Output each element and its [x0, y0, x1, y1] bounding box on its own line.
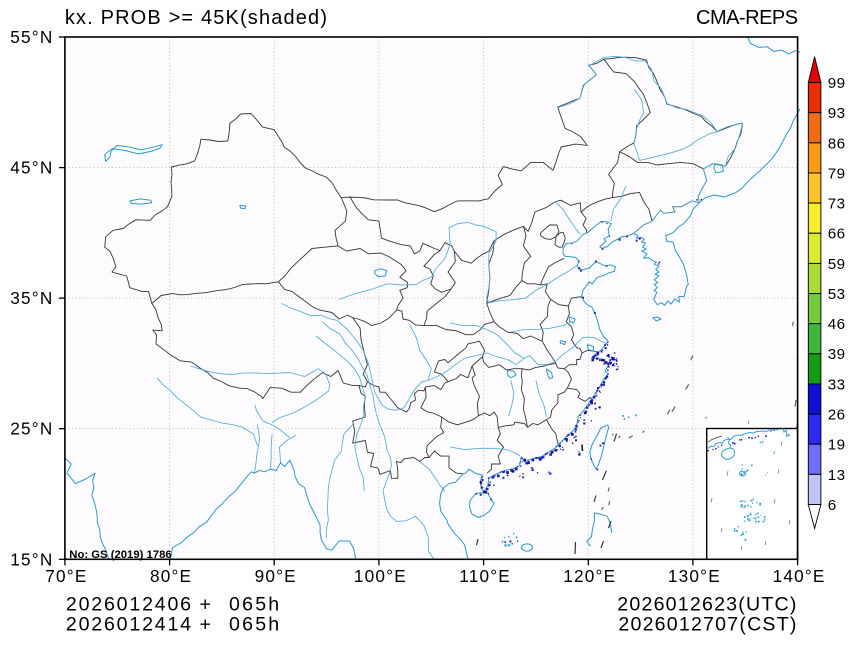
- svg-text:80°E: 80°E: [150, 566, 192, 586]
- svg-text:No: GS (2019) 1786: No: GS (2019) 1786: [69, 549, 171, 561]
- svg-text:2026012414: 2026012414: [66, 614, 193, 636]
- svg-text:kx. PROB >= 45K(shaded): kx. PROB >= 45K(shaded): [65, 7, 328, 29]
- svg-text:59: 59: [828, 256, 846, 273]
- svg-text:26: 26: [828, 407, 846, 424]
- svg-text:46: 46: [828, 316, 846, 333]
- svg-text:2026012707(CST): 2026012707(CST): [618, 614, 797, 636]
- svg-text:55°N: 55°N: [10, 27, 53, 47]
- svg-text:86: 86: [828, 135, 846, 152]
- svg-text:90°E: 90°E: [255, 566, 297, 586]
- svg-text:110°E: 110°E: [459, 566, 511, 586]
- svg-text:065h: 065h: [229, 614, 281, 636]
- svg-text:13: 13: [828, 467, 846, 484]
- svg-text:33: 33: [828, 376, 846, 393]
- svg-text:15°N: 15°N: [10, 549, 53, 569]
- svg-text:70°E: 70°E: [45, 566, 87, 586]
- svg-text:19: 19: [828, 437, 846, 454]
- svg-text:45°N: 45°N: [10, 158, 53, 178]
- svg-text:2026012406: 2026012406: [66, 593, 193, 615]
- svg-text:79: 79: [828, 165, 846, 182]
- svg-text:39: 39: [828, 346, 846, 363]
- svg-text:140°E: 140°E: [773, 566, 826, 586]
- svg-text:6: 6: [828, 497, 837, 514]
- svg-text:25°N: 25°N: [10, 419, 53, 439]
- svg-text:120°E: 120°E: [563, 566, 616, 586]
- svg-text:99: 99: [828, 75, 846, 92]
- svg-text:130°E: 130°E: [668, 566, 721, 586]
- svg-text:+: +: [200, 593, 213, 615]
- svg-text:CMA-REPS: CMA-REPS: [696, 7, 798, 29]
- svg-text:73: 73: [828, 196, 846, 213]
- svg-text:065h: 065h: [229, 593, 281, 615]
- svg-text:2026012623(UTC): 2026012623(UTC): [617, 593, 797, 615]
- svg-text:53: 53: [828, 286, 846, 303]
- svg-text:35°N: 35°N: [10, 288, 53, 308]
- svg-text:93: 93: [828, 105, 846, 122]
- svg-text:66: 66: [828, 226, 846, 243]
- svg-text:+: +: [200, 614, 213, 636]
- svg-text:100°E: 100°E: [354, 566, 407, 586]
